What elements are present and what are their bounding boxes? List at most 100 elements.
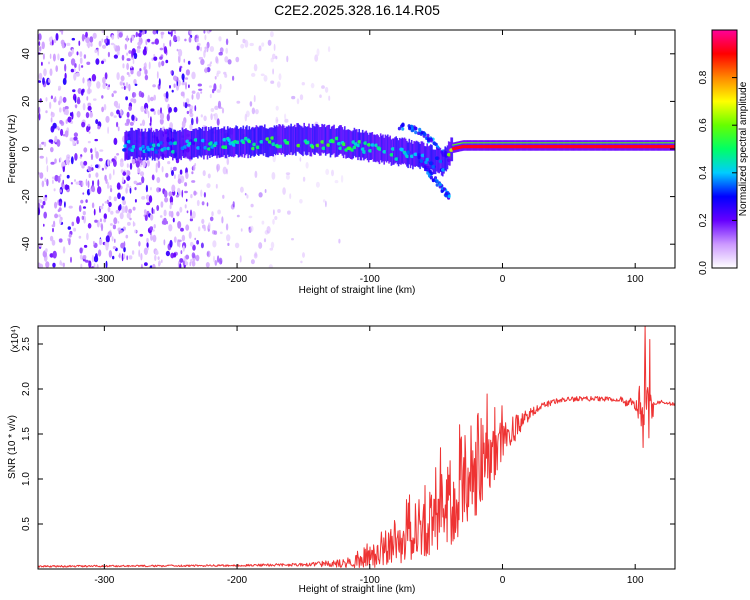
noise-mark xyxy=(38,106,41,114)
noise-mark xyxy=(154,250,159,255)
noise-mark xyxy=(128,208,133,214)
noise-mark xyxy=(95,253,98,260)
noise-mark xyxy=(98,158,103,162)
noise-mark xyxy=(284,118,289,123)
ridge-band xyxy=(193,128,196,158)
ridge-core xyxy=(122,148,127,152)
noise-mark xyxy=(132,92,135,98)
noise-mark xyxy=(38,202,41,210)
noise-mark xyxy=(120,242,125,249)
noise-mark xyxy=(236,100,241,104)
noise-mark xyxy=(207,173,211,179)
noise-mark xyxy=(95,151,99,159)
noise-mark xyxy=(191,180,196,183)
snr-x-tick-label: -300 xyxy=(94,575,114,586)
ridge-band xyxy=(384,134,387,162)
noise-mark xyxy=(151,57,154,61)
noise-mark xyxy=(97,179,100,187)
ridge-band xyxy=(184,129,186,158)
colorbar-ticks: 0.0 0.2 0.4 0.6 0.8 xyxy=(698,70,737,275)
branch-mark-1 xyxy=(418,127,422,132)
ridge-band xyxy=(266,128,268,158)
ridge-band xyxy=(442,152,444,177)
noise-mark xyxy=(104,241,108,247)
ridge-core xyxy=(400,148,405,152)
ridge-band xyxy=(329,128,332,158)
noise-mark xyxy=(68,233,72,238)
noise-mark xyxy=(179,67,182,72)
noise-mark xyxy=(179,206,183,213)
ridge-band xyxy=(162,131,165,160)
ridge-band xyxy=(200,128,203,158)
noise-mark xyxy=(83,244,88,248)
noise-mark xyxy=(41,41,45,50)
ridge-band xyxy=(258,127,260,156)
ridge-band xyxy=(181,127,184,157)
noise-mark xyxy=(44,177,47,182)
noise-mark xyxy=(108,201,112,207)
ridge-band xyxy=(265,128,267,157)
noise-mark xyxy=(167,161,171,165)
ridge-core xyxy=(409,154,415,159)
ridge-core xyxy=(321,146,326,151)
ridge-band xyxy=(379,133,382,161)
noise-mark xyxy=(149,213,154,221)
ridge-band xyxy=(333,124,335,154)
ridge-band xyxy=(359,132,362,161)
ridge-band xyxy=(347,129,350,158)
ridge-band xyxy=(275,125,278,154)
noise-mark xyxy=(143,209,147,215)
noise-mark xyxy=(62,77,67,85)
spectrogram-y-ticks: -40 -20 0 20 40 xyxy=(21,48,675,251)
noise-mark xyxy=(39,172,44,179)
noise-mark xyxy=(194,237,197,241)
noise-mark xyxy=(186,210,189,214)
noise-mark xyxy=(99,149,104,152)
noise-mark xyxy=(43,141,47,147)
noise-mark xyxy=(212,240,217,248)
noise-mark xyxy=(181,120,186,128)
ridge-band xyxy=(127,131,130,160)
noise-mark xyxy=(136,70,142,77)
snr-y-ticks: 0.5 1.0 1.5 2.0 2.5 xyxy=(21,337,675,531)
noise-mark xyxy=(51,176,55,179)
noise-mark xyxy=(42,201,46,206)
noise-mark xyxy=(104,38,108,44)
ridge-core xyxy=(360,147,366,151)
noise-mark xyxy=(316,48,320,57)
spec-x-tick-label: -100 xyxy=(360,274,380,285)
noise-mark xyxy=(58,214,61,218)
noise-mark xyxy=(273,43,276,52)
noise-mark xyxy=(97,48,100,56)
noise-mark xyxy=(82,103,86,111)
ridge-core xyxy=(363,141,368,145)
noise-mark xyxy=(130,65,133,69)
noise-mark xyxy=(64,201,66,208)
ridge-band xyxy=(198,127,200,156)
ridge-core xyxy=(196,146,201,150)
noise-mark xyxy=(123,82,125,86)
ridge-band xyxy=(446,145,449,170)
noise-mark xyxy=(123,246,126,253)
noise-mark xyxy=(86,188,91,196)
snr-x-label: Height of straight line (km) xyxy=(299,584,416,595)
noise-mark xyxy=(156,30,159,35)
ridge-core xyxy=(223,145,228,149)
noise-mark xyxy=(270,57,274,63)
noise-mark xyxy=(129,121,134,126)
ridge-core xyxy=(255,145,261,150)
noise-mark xyxy=(176,211,180,217)
ridge-band xyxy=(260,125,262,155)
noise-mark xyxy=(48,139,53,143)
noise-mark xyxy=(135,31,138,38)
noise-mark xyxy=(103,213,108,220)
noise-mark xyxy=(254,170,258,178)
noise-mark xyxy=(163,239,166,246)
noise-mark xyxy=(200,242,204,249)
noise-mark xyxy=(80,199,84,204)
ridge-core xyxy=(424,160,429,165)
noise-mark xyxy=(49,53,52,59)
noise-mark xyxy=(90,153,94,160)
noise-mark xyxy=(62,246,66,254)
ridge-core xyxy=(370,143,375,147)
